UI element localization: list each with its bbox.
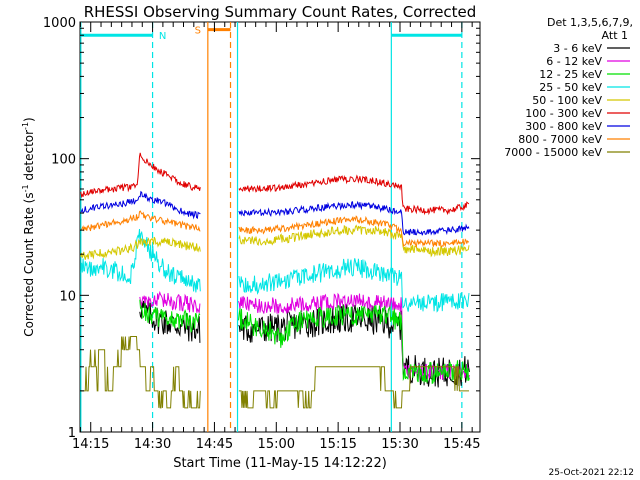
legend-label: 800 - 7000 keV [518, 133, 602, 146]
series-1-line [139, 290, 470, 381]
plot-area: NS 14:15 14:30 14:45 15:00 15:15 15:30 15:45 1… [43, 16, 481, 452]
series-layer [80, 152, 470, 409]
legend-header-line1: Det 1,3,5,6,7,9, [547, 16, 633, 29]
x-tick-label: 15:00 [258, 437, 295, 452]
series-2-line [139, 299, 470, 385]
legend-header-line2: Att 1 [602, 29, 628, 42]
legend-label: 50 - 100 keV [532, 94, 602, 107]
flag-layer: NS [80, 26, 462, 42]
series-7-line [80, 210, 470, 249]
x-tick-label: 15:45 [443, 437, 480, 452]
legend-label: 12 - 25 keV [539, 68, 602, 81]
legend-label: 3 - 6 keV [553, 42, 602, 55]
y-tick-label: 1000 [43, 16, 76, 31]
series-4-line [80, 224, 470, 260]
plot-frame [79, 21, 481, 433]
series-5-line [80, 152, 470, 216]
x-tick-label: 14:45 [196, 437, 233, 452]
x-tick-label: 14:15 [72, 437, 109, 452]
flag-label: N [159, 31, 166, 42]
y-axis-label: Corrected Count Rate (s-1 detector-1) [21, 117, 36, 336]
legend-label: 25 - 50 keV [539, 81, 602, 94]
flag-label: S [195, 26, 201, 37]
legend-label: 100 - 300 keV [525, 107, 602, 120]
series-6-line [80, 190, 470, 236]
legend-label: 300 - 800 keV [525, 120, 602, 133]
y-tick-label: 100 [51, 153, 76, 168]
series-8-line [80, 336, 469, 409]
x-tick-label: 15:15 [319, 437, 356, 452]
y-tick-label: 10 [59, 289, 76, 304]
chart-title: RHESSI Observing Summary Count Rates, Co… [84, 3, 477, 21]
x-axis: 14:15 14:30 14:45 15:00 15:15 15:30 15:45 [72, 22, 481, 452]
legend-label: 6 - 12 keV [546, 55, 602, 68]
timestamp: 25-Oct-2021 22:12 [549, 468, 634, 478]
x-tick-label: 15:30 [381, 437, 418, 452]
x-axis-label: Start Time (11-May-15 14:12:22) [173, 456, 387, 471]
y-tick-label: 1 [68, 426, 76, 441]
x-tick-label: 14:30 [134, 437, 171, 452]
y-axis: 1 10 100 1000 [43, 16, 480, 441]
legend-label: 7000 - 15000 keV [504, 146, 602, 159]
